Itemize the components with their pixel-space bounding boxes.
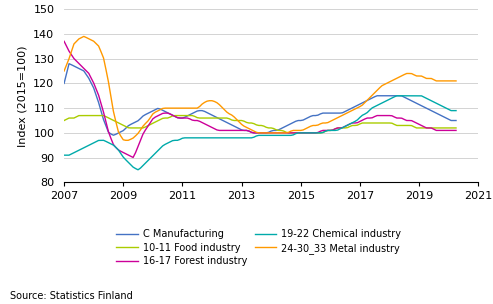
Line: 10-11 Food industry: 10-11 Food industry — [64, 116, 456, 133]
C Manufacturing — [61, 81, 67, 85]
C Manufacturing — [438, 114, 444, 117]
19-22 Chemical industry — [384, 99, 390, 102]
C Manufacturing — [453, 119, 459, 122]
16-17 Forest industry — [384, 114, 390, 117]
10-11 Food industry — [78, 114, 84, 117]
Line: 24-30_33 Metal industry: 24-30_33 Metal industry — [64, 36, 456, 140]
C Manufacturing — [387, 94, 392, 98]
10-11 Food industry — [281, 129, 286, 133]
24-30_33 Metal industry — [61, 69, 67, 73]
C Manufacturing — [145, 112, 151, 115]
Text: Source: Statistics Finland: Source: Statistics Finland — [10, 291, 133, 301]
19-22 Chemical industry — [142, 161, 148, 165]
16-17 Forest industry — [453, 129, 459, 132]
10-11 Food industry — [61, 119, 67, 122]
16-17 Forest industry — [436, 129, 442, 132]
C Manufacturing — [110, 133, 116, 137]
C Manufacturing — [177, 116, 183, 120]
19-22 Chemical industry — [394, 94, 400, 98]
10-11 Food industry — [320, 131, 326, 134]
Line: C Manufacturing: C Manufacturing — [64, 64, 456, 135]
24-30_33 Metal industry — [81, 35, 87, 38]
16-17 Forest industry — [142, 128, 148, 132]
24-30_33 Metal industry — [283, 131, 289, 135]
24-30_33 Metal industry — [438, 79, 444, 83]
19-22 Chemical industry — [175, 139, 180, 142]
16-17 Forest industry — [130, 156, 136, 159]
Line: 16-17 Forest industry: 16-17 Forest industry — [64, 41, 456, 157]
19-22 Chemical industry — [317, 131, 323, 135]
24-30_33 Metal industry — [145, 119, 151, 123]
16-17 Forest industry — [175, 116, 180, 119]
10-11 Food industry — [175, 114, 180, 117]
C Manufacturing — [66, 62, 72, 66]
24-30_33 Metal industry — [123, 139, 129, 142]
Line: 19-22 Chemical industry: 19-22 Chemical industry — [64, 96, 456, 170]
16-17 Forest industry — [317, 130, 323, 133]
24-30_33 Metal industry — [453, 79, 459, 83]
19-22 Chemical industry — [135, 168, 141, 172]
10-11 Food industry — [438, 126, 444, 130]
C Manufacturing — [283, 124, 289, 128]
19-22 Chemical industry — [453, 109, 459, 112]
16-17 Forest industry — [281, 131, 286, 135]
16-17 Forest industry — [61, 40, 67, 43]
C Manufacturing — [320, 111, 326, 115]
10-11 Food industry — [387, 121, 392, 125]
10-11 Food industry — [142, 125, 148, 129]
24-30_33 Metal industry — [177, 106, 183, 110]
24-30_33 Metal industry — [387, 80, 392, 84]
Legend: C Manufacturing, 10-11 Food industry, 16-17 Forest industry, 19-22 Chemical indu: C Manufacturing, 10-11 Food industry, 16… — [112, 225, 405, 270]
10-11 Food industry — [453, 126, 459, 130]
24-30_33 Metal industry — [320, 121, 326, 125]
19-22 Chemical industry — [61, 153, 67, 157]
10-11 Food industry — [285, 131, 291, 135]
Y-axis label: Index (2015=100): Index (2015=100) — [18, 45, 28, 147]
19-22 Chemical industry — [281, 133, 286, 137]
19-22 Chemical industry — [438, 104, 444, 108]
